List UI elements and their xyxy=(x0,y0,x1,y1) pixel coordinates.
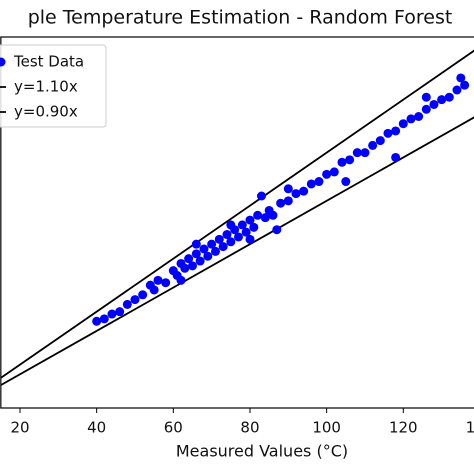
legend-label: Test Data xyxy=(13,53,84,71)
reference-line xyxy=(0,49,474,379)
data-point xyxy=(176,275,186,285)
x-tick-label: 100 xyxy=(312,419,341,437)
data-point xyxy=(199,244,209,254)
x-tick-label: 80 xyxy=(240,419,259,437)
data-point xyxy=(99,314,109,324)
data-point xyxy=(391,152,401,162)
data-point xyxy=(207,239,217,249)
legend: Test Data y=1.10x y=0.90x xyxy=(0,44,107,128)
data-point xyxy=(337,157,347,167)
data-point xyxy=(253,210,263,220)
data-point xyxy=(368,140,378,150)
data-point xyxy=(187,261,197,271)
data-point xyxy=(226,220,236,230)
data-point xyxy=(429,99,439,109)
data-point xyxy=(180,263,190,273)
x-tick-label: 40 xyxy=(87,419,106,437)
data-point xyxy=(107,309,117,319)
data-point xyxy=(375,136,385,146)
data-point xyxy=(444,92,454,102)
data-point xyxy=(406,114,416,124)
chart-title: ple Temperature Estimation - Random Fore… xyxy=(28,7,453,29)
x-tick-label: 120 xyxy=(389,419,418,437)
data-point xyxy=(241,227,251,237)
data-point xyxy=(218,242,228,252)
data-point xyxy=(256,191,266,201)
data-point xyxy=(452,85,462,95)
data-point xyxy=(306,179,316,189)
data-point xyxy=(421,104,431,114)
data-point xyxy=(341,177,351,187)
data-point xyxy=(138,290,148,300)
data-point xyxy=(222,230,232,240)
data-point xyxy=(233,232,243,242)
reference-line xyxy=(0,116,474,386)
data-point xyxy=(249,222,259,232)
data-point xyxy=(345,155,355,165)
data-point xyxy=(276,198,286,208)
data-point xyxy=(268,210,278,220)
data-point xyxy=(299,186,309,196)
data-point xyxy=(161,278,171,288)
data-point xyxy=(291,189,301,199)
data-point xyxy=(391,126,401,136)
x-tick-label: 20 xyxy=(10,419,29,437)
data-point xyxy=(92,316,102,326)
data-point xyxy=(314,177,324,187)
data-point xyxy=(272,225,282,235)
data-point xyxy=(195,256,205,266)
data-point xyxy=(437,95,447,105)
data-point xyxy=(283,196,293,206)
data-point xyxy=(153,275,163,285)
legend-label: y=0.90x xyxy=(14,103,78,121)
x-axis-label: Measured Values (°C) xyxy=(176,442,348,461)
data-point xyxy=(329,167,339,177)
data-point xyxy=(383,128,393,138)
x-tick-label: 60 xyxy=(164,419,183,437)
legend-marker xyxy=(0,57,6,67)
data-point xyxy=(245,234,255,244)
data-point xyxy=(456,73,466,83)
data-point xyxy=(237,220,247,230)
data-point xyxy=(122,299,132,309)
data-point xyxy=(460,80,470,90)
data-point xyxy=(398,119,408,129)
data-point xyxy=(184,254,194,264)
data-point xyxy=(191,239,201,249)
data-point xyxy=(203,251,213,261)
data-point xyxy=(245,215,255,225)
data-point xyxy=(360,148,370,158)
data-point xyxy=(414,112,424,121)
data-point xyxy=(130,295,140,305)
data-point xyxy=(322,169,332,179)
data-point xyxy=(260,213,270,223)
x-tick-label: 140 xyxy=(466,419,474,437)
data-point xyxy=(352,148,362,158)
data-point xyxy=(421,92,431,102)
data-point xyxy=(214,234,224,244)
data-point xyxy=(191,249,201,259)
legend-label: y=1.10x xyxy=(14,78,78,96)
data-point xyxy=(283,184,293,194)
data-point xyxy=(226,237,236,247)
data-point xyxy=(115,307,125,317)
data-point xyxy=(210,246,220,256)
data-point xyxy=(149,285,159,295)
legend-box xyxy=(0,44,107,128)
